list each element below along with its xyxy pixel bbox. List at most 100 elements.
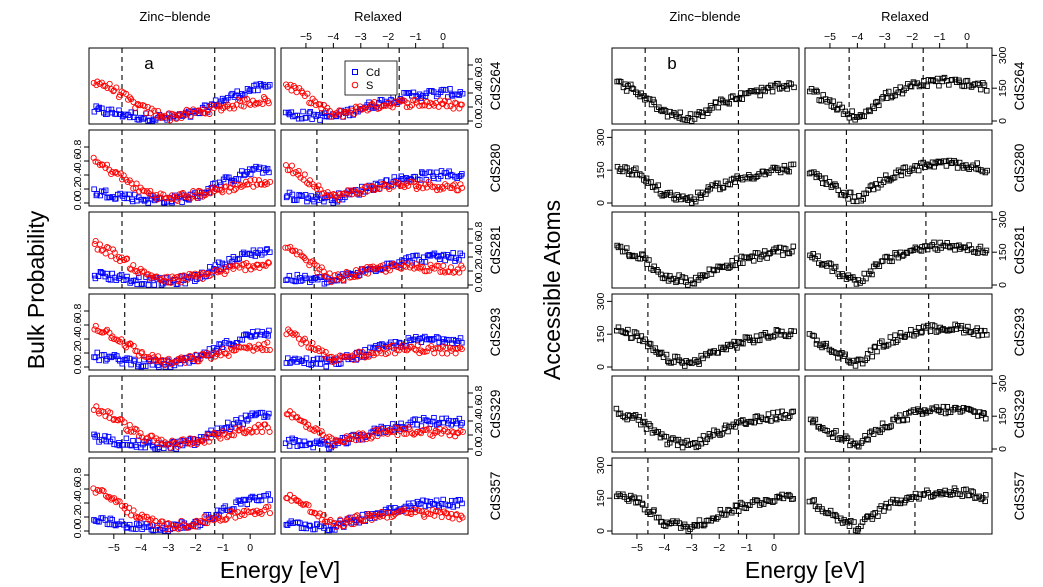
s-point	[255, 261, 262, 268]
s-point	[202, 110, 209, 117]
data-point	[813, 341, 820, 347]
panel-a-y-axis-title: Bulk Probability	[23, 210, 49, 369]
s-point	[225, 352, 232, 359]
data-point	[775, 328, 781, 334]
s-point	[449, 515, 456, 522]
cd-point	[265, 83, 271, 90]
data-point	[889, 258, 895, 265]
data-point	[704, 110, 711, 116]
data-point	[789, 248, 795, 255]
cd-point	[116, 273, 123, 279]
data-point	[728, 341, 735, 348]
cd-point	[267, 82, 273, 88]
s-point	[175, 355, 182, 363]
cd-point	[149, 118, 155, 124]
s-point	[163, 114, 170, 121]
s-point	[251, 176, 258, 183]
s-point	[387, 262, 394, 269]
cd-point	[123, 435, 130, 442]
data-point	[715, 350, 721, 356]
cd-point	[142, 444, 148, 451]
cd-point	[136, 274, 142, 281]
s-point	[130, 262, 137, 269]
s-point	[265, 503, 272, 510]
cd-point	[102, 357, 109, 364]
s-point	[375, 512, 382, 519]
s-point	[350, 521, 357, 528]
s-point	[401, 430, 408, 437]
y-tick-label: 0	[595, 200, 607, 206]
s-point	[405, 509, 412, 516]
panel-b-col-title-zinc-blende: Zinc−blende	[669, 9, 740, 24]
panel-b-col-title-relaxed: Relaxed	[881, 9, 929, 24]
data-point	[813, 174, 819, 181]
s-point	[372, 265, 379, 272]
panel-a-cds264-relaxed-frame	[280, 47, 469, 125]
s-point	[126, 421, 133, 429]
data-point	[921, 78, 927, 84]
data-point	[779, 408, 785, 415]
s-point	[182, 275, 189, 282]
data-point	[639, 251, 645, 257]
data-point	[983, 88, 990, 94]
s-point	[364, 264, 371, 271]
y-tick-label: 0	[997, 282, 1009, 288]
s-point	[266, 510, 274, 517]
cd-point	[446, 168, 452, 174]
s-point	[113, 84, 120, 91]
data-point	[736, 95, 743, 102]
s-point	[295, 335, 302, 342]
row-label-cds329: CdS329	[488, 390, 503, 439]
row-label-cds264: CdS264	[1012, 61, 1027, 110]
cd-point	[285, 110, 292, 116]
data-point	[809, 498, 816, 504]
data-point	[867, 268, 874, 275]
cd-point	[410, 89, 417, 96]
s-point	[165, 279, 172, 286]
s-point	[391, 350, 399, 357]
data-point	[917, 491, 924, 497]
data-point	[646, 340, 653, 347]
s-point	[440, 427, 447, 435]
s-point	[211, 429, 218, 436]
x-tick-label: −5	[300, 31, 312, 43]
y-tick-label: 0.8	[72, 468, 84, 483]
cd-point	[154, 445, 161, 452]
data-point	[732, 179, 738, 185]
s-point	[135, 270, 142, 277]
s-point	[110, 88, 117, 95]
s-point	[364, 187, 372, 194]
data-point	[785, 415, 792, 421]
cd-point	[418, 169, 425, 175]
s-point	[419, 427, 426, 434]
s-point	[450, 429, 457, 436]
s-point	[214, 351, 221, 358]
s-point	[362, 269, 369, 276]
panel-b-cds357-zinc-blende-frame	[611, 457, 800, 535]
cd-point	[306, 522, 312, 529]
data-point	[853, 281, 860, 287]
data-point	[790, 243, 797, 250]
s-point	[347, 187, 354, 194]
data-point	[676, 115, 683, 121]
data-point	[679, 444, 686, 451]
data-point	[716, 430, 722, 437]
s-point	[267, 178, 274, 185]
s-point	[418, 347, 425, 354]
cd-point	[216, 341, 222, 347]
panel-b-cds281-zinc-blende-frame	[611, 211, 800, 289]
s-point	[446, 344, 454, 351]
s-point	[183, 106, 190, 113]
y-tick-label: 0.2	[72, 346, 84, 361]
data-point	[882, 503, 889, 510]
cd-point	[267, 249, 273, 255]
y-tick-label: 150	[595, 489, 607, 507]
x-tick-label: −3	[355, 31, 367, 43]
data-point	[931, 164, 937, 170]
y-tick-label: 150	[595, 161, 607, 179]
data-point	[892, 250, 898, 256]
x-tick-label: −4	[658, 542, 670, 554]
y-tick-label: 0.0	[473, 114, 485, 129]
y-tick-label: 0.4	[72, 332, 84, 347]
data-point	[931, 239, 937, 246]
